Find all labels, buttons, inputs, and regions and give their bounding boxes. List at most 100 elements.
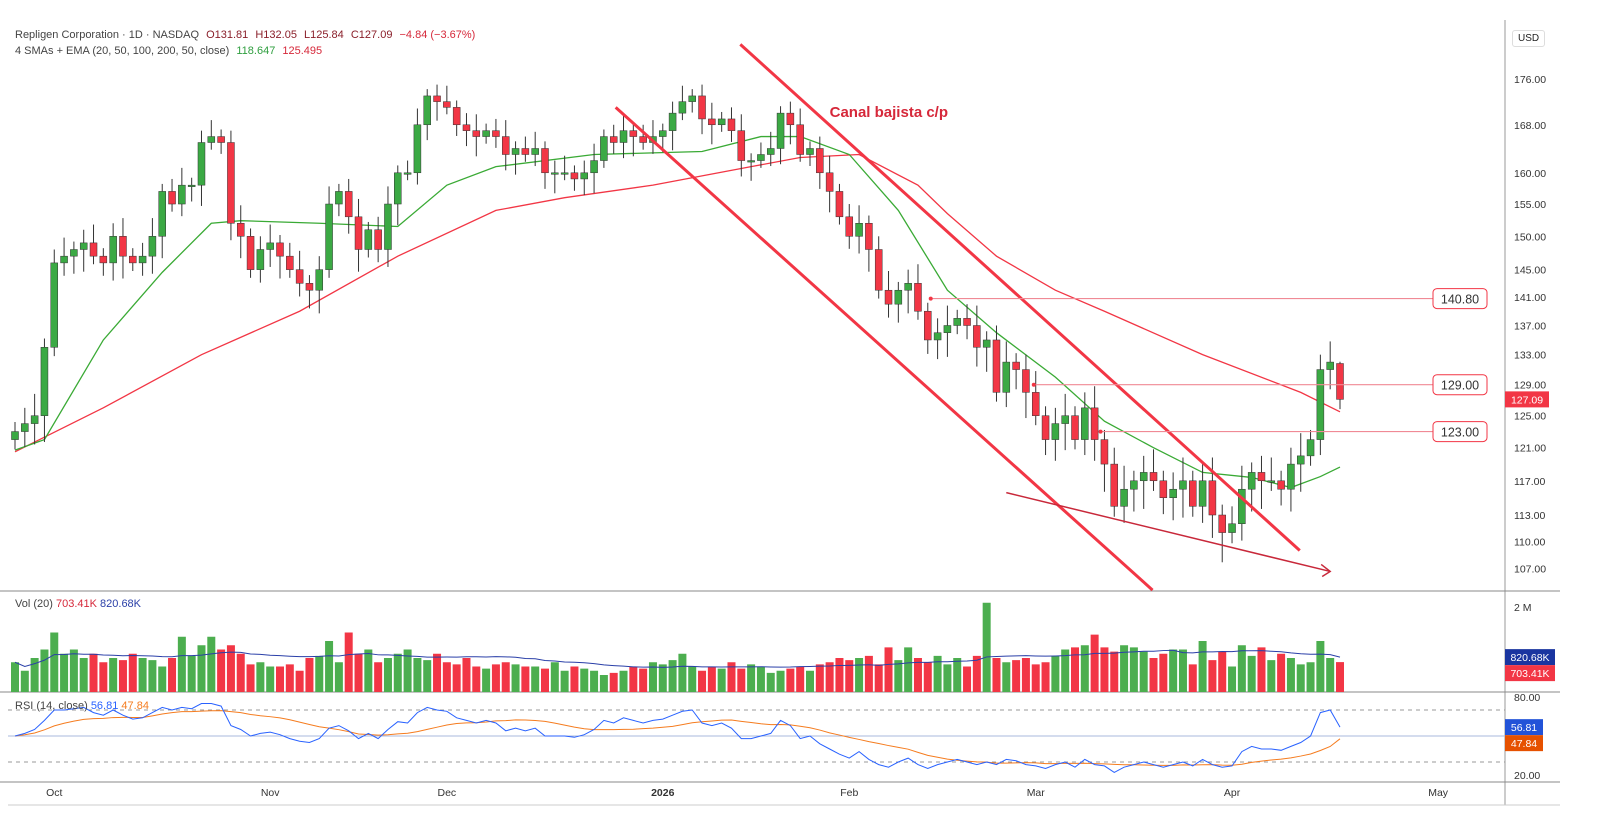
candle-body bbox=[1238, 488, 1246, 525]
candle-body bbox=[668, 112, 677, 131]
candle-body bbox=[757, 154, 765, 161]
volume-bar bbox=[207, 636, 216, 692]
price-tick-label: 133.00 bbox=[1514, 350, 1546, 362]
candle-body bbox=[1071, 415, 1079, 440]
volume-bar bbox=[668, 660, 677, 692]
volume-bar bbox=[845, 660, 854, 692]
volume-bar bbox=[1316, 641, 1325, 692]
volume-bar bbox=[40, 649, 49, 692]
candle-body bbox=[894, 289, 903, 305]
volume-bar bbox=[717, 668, 726, 692]
candle-body bbox=[737, 130, 746, 161]
volume-bar bbox=[756, 666, 765, 692]
candle-body bbox=[79, 242, 88, 250]
volume-bar bbox=[383, 658, 392, 692]
volume-bar bbox=[1336, 662, 1344, 692]
volume-bar bbox=[325, 641, 334, 692]
candle-body bbox=[119, 236, 127, 257]
volume-bar bbox=[629, 666, 638, 692]
candle-body bbox=[99, 255, 108, 264]
volume-bar bbox=[560, 670, 569, 692]
volume-bar bbox=[923, 662, 932, 692]
volume-bar bbox=[1326, 658, 1335, 692]
candle-body bbox=[1218, 514, 1226, 533]
volume-bar bbox=[580, 668, 589, 692]
volume-bar bbox=[933, 655, 942, 692]
volume-bar bbox=[1296, 664, 1305, 692]
rsi-legend[interactable]: RSI (14, close) 56.81 47.84 bbox=[15, 700, 149, 712]
candle-body bbox=[1208, 480, 1217, 516]
volume-bar bbox=[874, 664, 883, 692]
volume-bar bbox=[305, 658, 314, 692]
candle-body bbox=[1031, 392, 1040, 416]
candle-body bbox=[70, 249, 78, 257]
candle-body bbox=[570, 172, 579, 180]
volume-bar bbox=[1139, 651, 1148, 692]
candle-body bbox=[1267, 480, 1276, 483]
candle-body bbox=[541, 148, 549, 174]
volume-bar bbox=[393, 653, 402, 692]
open-value: O131.81 bbox=[206, 29, 249, 41]
candle-body bbox=[138, 255, 147, 264]
candle-body bbox=[1189, 480, 1197, 507]
volume-value: 703.41K bbox=[55, 598, 97, 610]
candle-body bbox=[1159, 480, 1168, 498]
candle-body bbox=[727, 118, 736, 131]
volume-bar bbox=[452, 664, 461, 692]
volume-bar bbox=[472, 666, 481, 692]
volume-ma-badge bbox=[1505, 649, 1555, 666]
candle-body bbox=[1012, 361, 1020, 370]
candle-body bbox=[845, 216, 854, 237]
price-tick-label: 113.00 bbox=[1514, 510, 1545, 522]
volume-bar bbox=[266, 666, 275, 692]
candle-body bbox=[197, 142, 206, 186]
candle-body bbox=[806, 148, 814, 155]
volume-bar bbox=[894, 660, 903, 692]
volume-bar bbox=[953, 658, 962, 692]
candle-body bbox=[580, 172, 589, 180]
volume-ma-badge-label: 820.68K bbox=[1510, 652, 1549, 664]
candle-body bbox=[619, 130, 628, 143]
price-tick-label: 150.00 bbox=[1514, 231, 1546, 243]
price-tick-label: 168.00 bbox=[1514, 120, 1546, 132]
price-tick-label: 145.00 bbox=[1514, 265, 1546, 277]
volume-bar bbox=[403, 649, 412, 692]
volume-bar bbox=[619, 670, 628, 692]
candle-body bbox=[776, 112, 785, 149]
volume-bar bbox=[658, 664, 667, 692]
price-tick-label: 125.00 bbox=[1514, 411, 1546, 423]
volume-bar bbox=[423, 660, 432, 692]
candle-body bbox=[276, 242, 284, 257]
candle-body bbox=[639, 136, 647, 143]
volume-bar bbox=[1178, 649, 1187, 692]
volume-bar bbox=[639, 668, 648, 692]
candle-body bbox=[1120, 488, 1128, 507]
volume-bar bbox=[609, 672, 618, 692]
time-tick-label: Dec bbox=[438, 787, 457, 799]
candle-body bbox=[295, 269, 304, 284]
candle-body bbox=[835, 191, 844, 218]
candle-body bbox=[973, 325, 981, 348]
candle-body bbox=[551, 172, 559, 175]
volume-bar bbox=[1031, 664, 1040, 692]
volume-bar bbox=[992, 658, 1001, 692]
volume-bar bbox=[1149, 658, 1158, 692]
ma-legend[interactable]: 4 SMAs + EMA (20, 50, 100, 200, 50, clos… bbox=[15, 45, 326, 57]
volume-legend[interactable]: Vol (20) 703.41K 820.68K bbox=[15, 598, 141, 610]
volume-bar bbox=[256, 662, 265, 692]
currency-button[interactable]: USD bbox=[1512, 30, 1546, 47]
volume-bar bbox=[737, 668, 746, 692]
volume-bar bbox=[688, 666, 697, 692]
volume-bar bbox=[1286, 658, 1295, 692]
volume-bar bbox=[158, 666, 167, 692]
candle-body bbox=[698, 95, 706, 120]
candle-body bbox=[1179, 480, 1187, 490]
candle-body bbox=[560, 172, 569, 175]
volume-bar bbox=[678, 653, 687, 692]
volume-bar bbox=[1041, 662, 1050, 692]
volume-bar bbox=[972, 655, 981, 692]
level-badge-label: 129.00 bbox=[1441, 379, 1479, 393]
level-badge bbox=[1432, 374, 1488, 396]
candle-body bbox=[256, 249, 265, 270]
